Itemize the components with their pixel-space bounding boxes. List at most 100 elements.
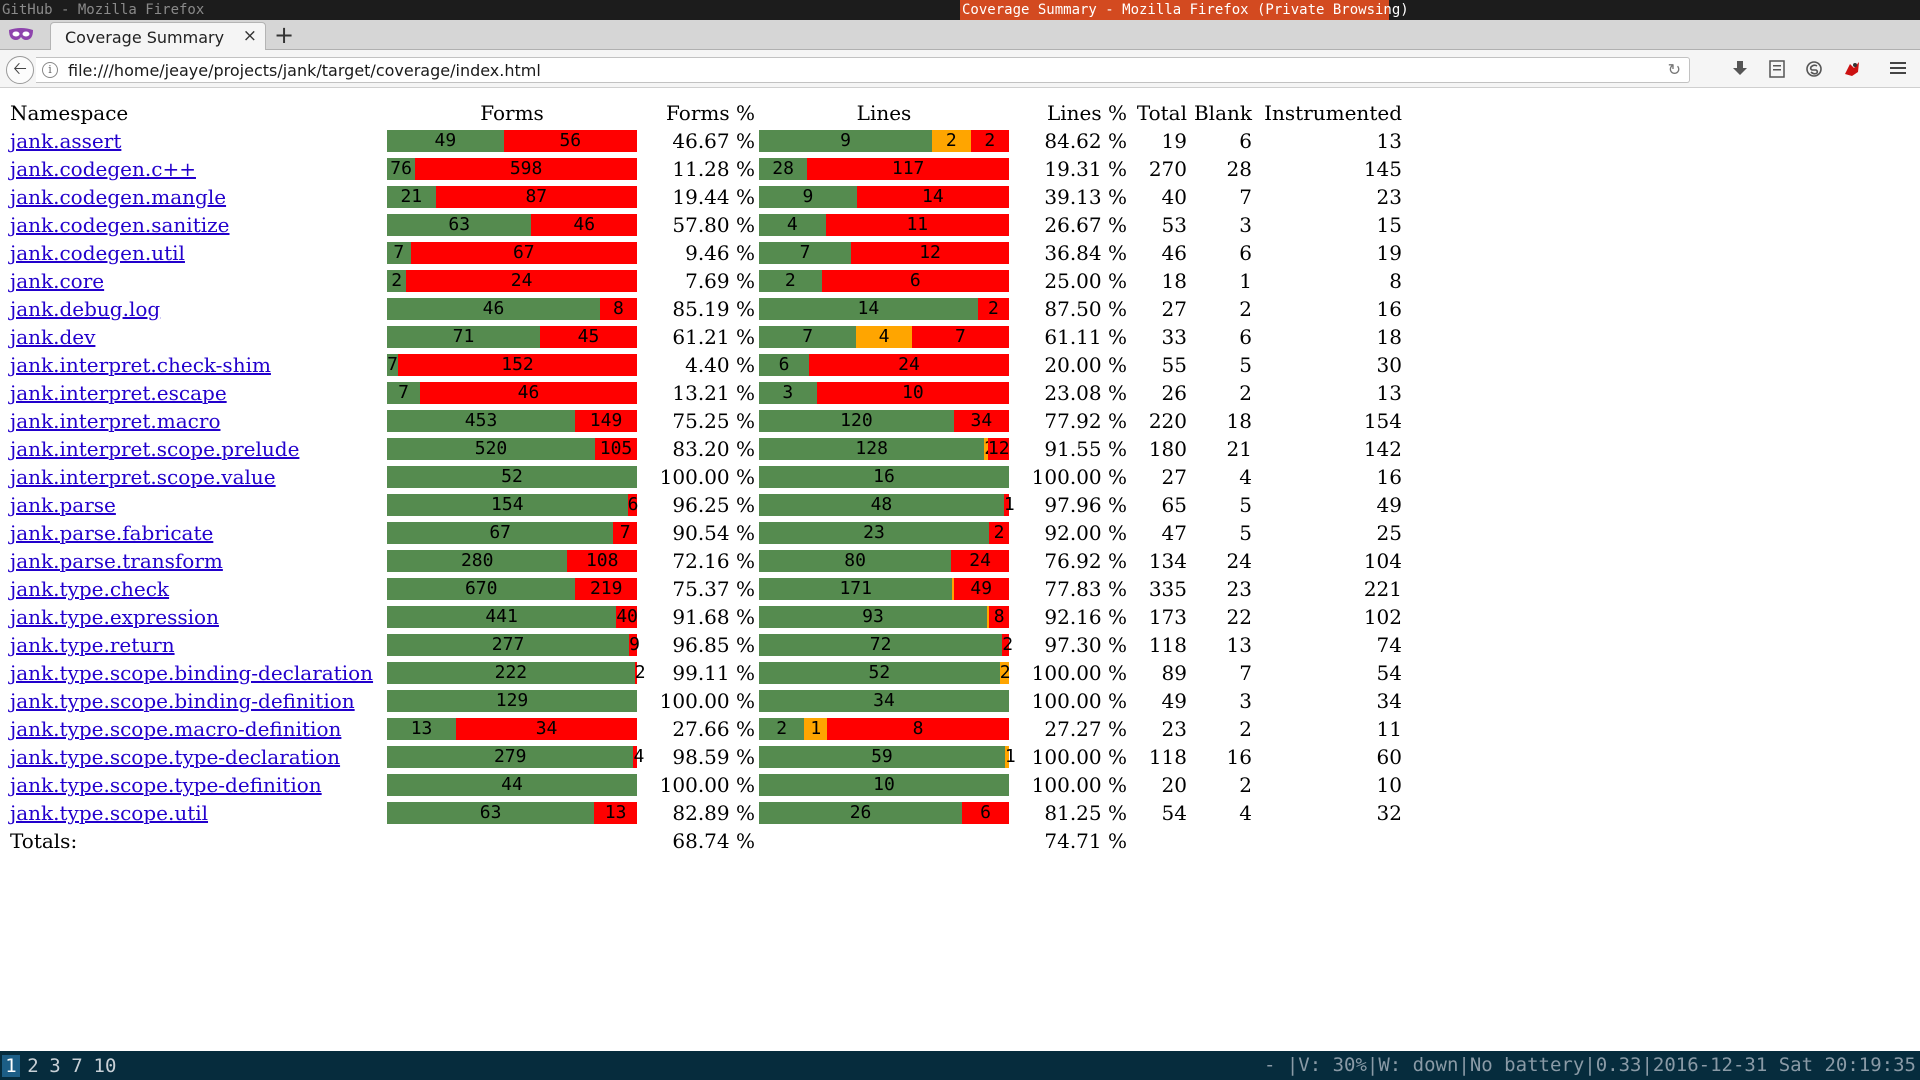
table-row: jank.interpret.check-shim 7 152 4.40 % 6 24 20…	[10, 351, 1410, 379]
total-lines: 27	[1161, 297, 1187, 321]
lines-bar-cell: 23 2	[759, 519, 1009, 547]
cov-segment: 441	[387, 606, 617, 628]
workspace-1[interactable]: 1	[2, 1055, 20, 1077]
total-lines: 18	[1161, 269, 1187, 293]
namespace-link[interactable]: jank.type.expression	[10, 605, 219, 629]
namespace-link[interactable]: jank.type.scope.binding-declaration	[10, 661, 374, 685]
lines-pct: 20.00 %	[1044, 353, 1127, 377]
namespace-link[interactable]: jank.type.scope.type-definition	[10, 773, 322, 797]
reload-icon[interactable]: ↻	[1667, 60, 1681, 79]
reader-icon[interactable]	[1767, 60, 1787, 80]
forms-bar-cell: 441 40	[387, 603, 638, 631]
forms-coverage-bar: 52	[387, 466, 637, 488]
forms-coverage-bar: 280 108	[387, 550, 637, 572]
forms-pct: 96.85 %	[672, 633, 755, 657]
namespace-link[interactable]: jank.parse.fabricate	[10, 521, 214, 545]
cov-segment: 63	[387, 214, 532, 236]
forms-coverage-bar: 2 24	[387, 270, 637, 292]
namespace-link[interactable]: jank.codegen.c++	[10, 157, 196, 181]
namespace-link[interactable]: jank.interpret.macro	[10, 409, 221, 433]
forms-bar-cell: 13 34	[387, 715, 637, 743]
table-row: jank.parse 154 6 96.25 % 48 1 97.96 % 65 5 49	[10, 491, 1410, 519]
namespace-cell: jank.interpret.scope.prelude	[10, 435, 299, 463]
extension-icon[interactable]	[1842, 60, 1862, 80]
table-row: jank.type.scope.type-declaration 279 4 98.5…	[10, 743, 1410, 771]
namespace-link[interactable]: jank.interpret.scope.prelude	[10, 437, 300, 461]
namespace-cell: jank.type.scope.macro-definition	[10, 715, 341, 743]
instrumented-lines: 13	[1376, 381, 1402, 405]
namespace-link[interactable]: jank.assert	[10, 129, 122, 153]
total-lines: 55	[1161, 353, 1187, 377]
header-namespace: Namespace	[10, 101, 129, 125]
new-tab-button[interactable]: +	[274, 21, 295, 49]
namespace-link[interactable]: jank.type.scope.util	[10, 801, 209, 825]
total-lines: 33	[1161, 325, 1187, 349]
cov-segment: 520	[387, 438, 595, 460]
lines-bar-cell: 72 2	[759, 631, 1013, 659]
workspace-3[interactable]: 3	[49, 1055, 61, 1077]
namespace-link[interactable]: jank.interpret.check-shim	[10, 353, 271, 377]
sync-icon[interactable]	[1804, 60, 1824, 80]
workspace-7[interactable]: 7	[71, 1055, 83, 1077]
namespace-link[interactable]: jank.core	[10, 269, 105, 293]
cov-segment: 52	[759, 662, 1000, 684]
download-icon[interactable]	[1730, 60, 1750, 80]
namespace-link[interactable]: jank.codegen.sanitize	[10, 213, 230, 237]
close-icon[interactable]: ×	[242, 26, 257, 46]
blank-lines: 2	[1239, 773, 1252, 797]
namespace-link[interactable]: jank.type.scope.binding-definition	[10, 689, 355, 713]
namespace-link[interactable]: jank.type.return	[10, 633, 175, 657]
lines-bar-cell: 9318	[759, 603, 1009, 631]
unc-segment: 219	[575, 578, 637, 600]
unc-segment: 13	[594, 802, 637, 824]
url-bar[interactable]: i file:///home/jeaye/projects/jank/targe…	[36, 57, 1690, 83]
blank-lines: 21	[1226, 437, 1252, 461]
table-row: jank.assert 49 56 46.67 % 9 2 2 84.62 % 19 6 13	[10, 127, 1410, 155]
lines-coverage-bar: 120 34	[759, 410, 1009, 432]
namespace-link[interactable]: jank.codegen.mangle	[10, 185, 227, 209]
instrumented-lines: 16	[1376, 297, 1402, 321]
namespace-link[interactable]: jank.codegen.util	[10, 241, 185, 265]
forms-coverage-bar: 63 13	[387, 802, 637, 824]
instrumented-lines: 19	[1376, 241, 1402, 265]
forms-bar-cell: 76 598	[387, 155, 637, 183]
instrumented-lines: 54	[1376, 661, 1402, 685]
namespace-link[interactable]: jank.type.check	[10, 577, 170, 601]
header-total: Total	[1136, 101, 1187, 125]
tab-coverage-summary[interactable]: Coverage Summary ×	[50, 22, 266, 51]
forms-bar-cell: 52	[387, 463, 637, 491]
lines-pct: 23.08 %	[1044, 381, 1127, 405]
info-icon[interactable]: i	[42, 62, 58, 78]
hamburger-menu-icon[interactable]	[1888, 60, 1908, 80]
forms-bar-cell: 279 4	[387, 743, 644, 771]
namespace-link[interactable]: jank.interpret.escape	[10, 381, 227, 405]
instrumented-lines: 16	[1376, 465, 1402, 489]
unc-segment: 34	[953, 410, 1009, 432]
namespace-link[interactable]: jank.dev	[10, 325, 96, 349]
workspace-10[interactable]: 10	[93, 1055, 117, 1077]
cov-segment: 154	[387, 494, 628, 516]
namespace-link[interactable]: jank.interpret.scope.value	[10, 465, 276, 489]
workspace-2[interactable]: 2	[27, 1055, 39, 1077]
lines-bar-cell: 3 10	[759, 379, 1009, 407]
blank-lines: 18	[1226, 409, 1252, 433]
namespace-link[interactable]: jank.type.scope.type-declaration	[10, 745, 341, 769]
namespace-link[interactable]: jank.parse	[10, 493, 116, 517]
namespace-link[interactable]: jank.type.scope.macro-definition	[10, 717, 342, 741]
total-lines: 47	[1161, 521, 1187, 545]
url-text[interactable]: file:///home/jeaye/projects/jank/target/…	[68, 61, 541, 80]
total-lines: 46	[1161, 241, 1187, 265]
namespace-link[interactable]: jank.debug.log	[10, 297, 161, 321]
namespace-cell: jank.codegen.util	[10, 239, 185, 267]
instrumented-lines: 49	[1376, 493, 1402, 517]
namespace-link[interactable]: jank.parse.transform	[10, 549, 223, 573]
back-button[interactable]: 🡠	[6, 56, 34, 84]
forms-pct: 9.46 %	[685, 241, 755, 265]
system-status-text: - |V: 30%|W: down|No battery|0.33|2016-1…	[1263, 1054, 1916, 1076]
namespace-cell: jank.type.scope.type-declaration	[10, 743, 340, 771]
namespace-cell: jank.codegen.c++	[10, 155, 196, 183]
lines-coverage-bar: 23 2	[759, 522, 1009, 544]
unc-segment: 2	[970, 130, 1009, 152]
cov-segment: 3	[759, 382, 817, 404]
